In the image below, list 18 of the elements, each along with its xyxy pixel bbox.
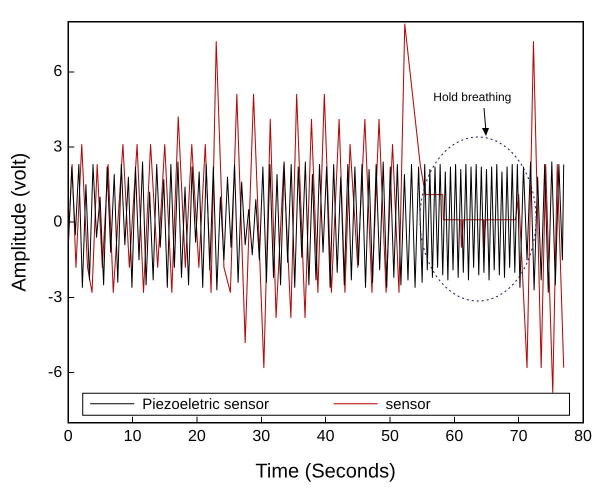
y-tick-label: 0	[53, 214, 62, 231]
y-axis-title: Amplitude (volt)	[8, 152, 31, 292]
x-tick-label: 50	[381, 428, 399, 445]
y-tick-label: 6	[53, 63, 62, 80]
x-tick-label: 70	[510, 428, 528, 445]
legend-label: sensor	[386, 396, 431, 413]
x-tick-label: 30	[252, 428, 270, 445]
legend-label: Piezoeletric sensor	[142, 396, 269, 413]
y-tick-label: -6	[48, 364, 62, 382]
x-tick-label: 40	[316, 428, 335, 445]
y-tick-label: -3	[48, 288, 62, 306]
x-tick-label: 20	[188, 428, 206, 445]
x-tick-label: 10	[124, 428, 142, 445]
x-tick-label: 80	[574, 428, 592, 445]
x-tick-label: 60	[445, 428, 464, 445]
annotation: Hold breathing	[433, 90, 512, 104]
x-axis-title: Time (Seconds)	[255, 460, 396, 483]
y-tick-label: 3	[53, 138, 62, 156]
